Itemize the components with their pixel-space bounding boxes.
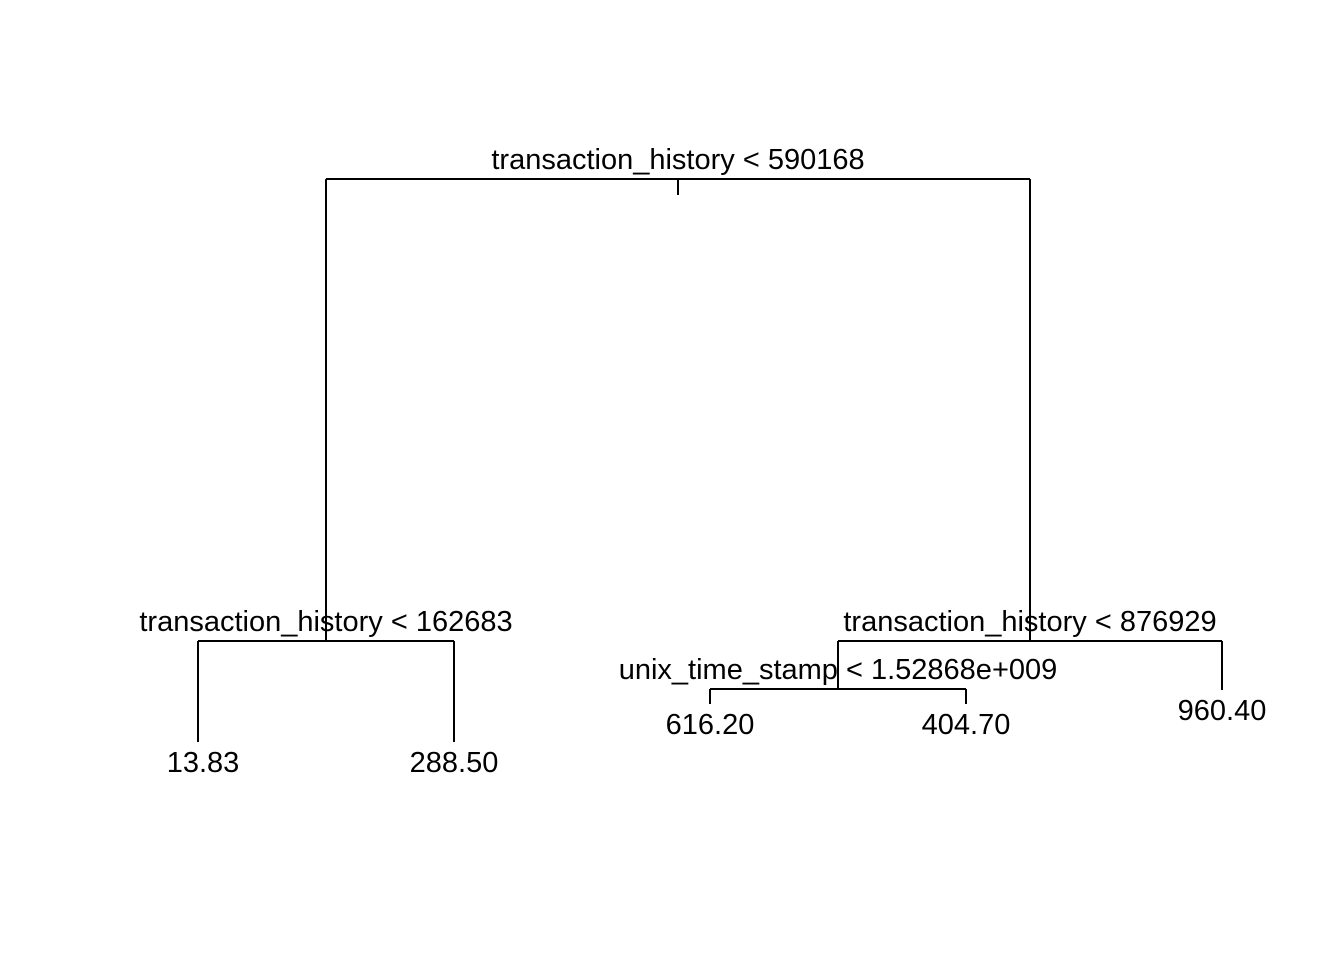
leaf-value-rr: 960.40 xyxy=(1178,695,1267,727)
left-split xyxy=(197,640,455,742)
right-split-label: transaction_history < 876929 xyxy=(843,606,1216,638)
leaf-value-lr: 288.50 xyxy=(410,747,499,779)
leaf-value-rlr: 404.70 xyxy=(922,709,1011,741)
right-left-split-label: unix_time_stamp < 1.52868e+009 xyxy=(619,654,1058,686)
leaf-value-ll: 13.83 xyxy=(167,747,240,779)
root-split xyxy=(325,178,1031,641)
leaf-value-rll: 616.20 xyxy=(666,709,755,741)
right-split xyxy=(837,640,1223,690)
left-split-label: transaction_history < 162683 xyxy=(139,606,512,638)
right-left-split xyxy=(709,688,967,704)
root-split-label: transaction_history < 590168 xyxy=(491,144,864,176)
